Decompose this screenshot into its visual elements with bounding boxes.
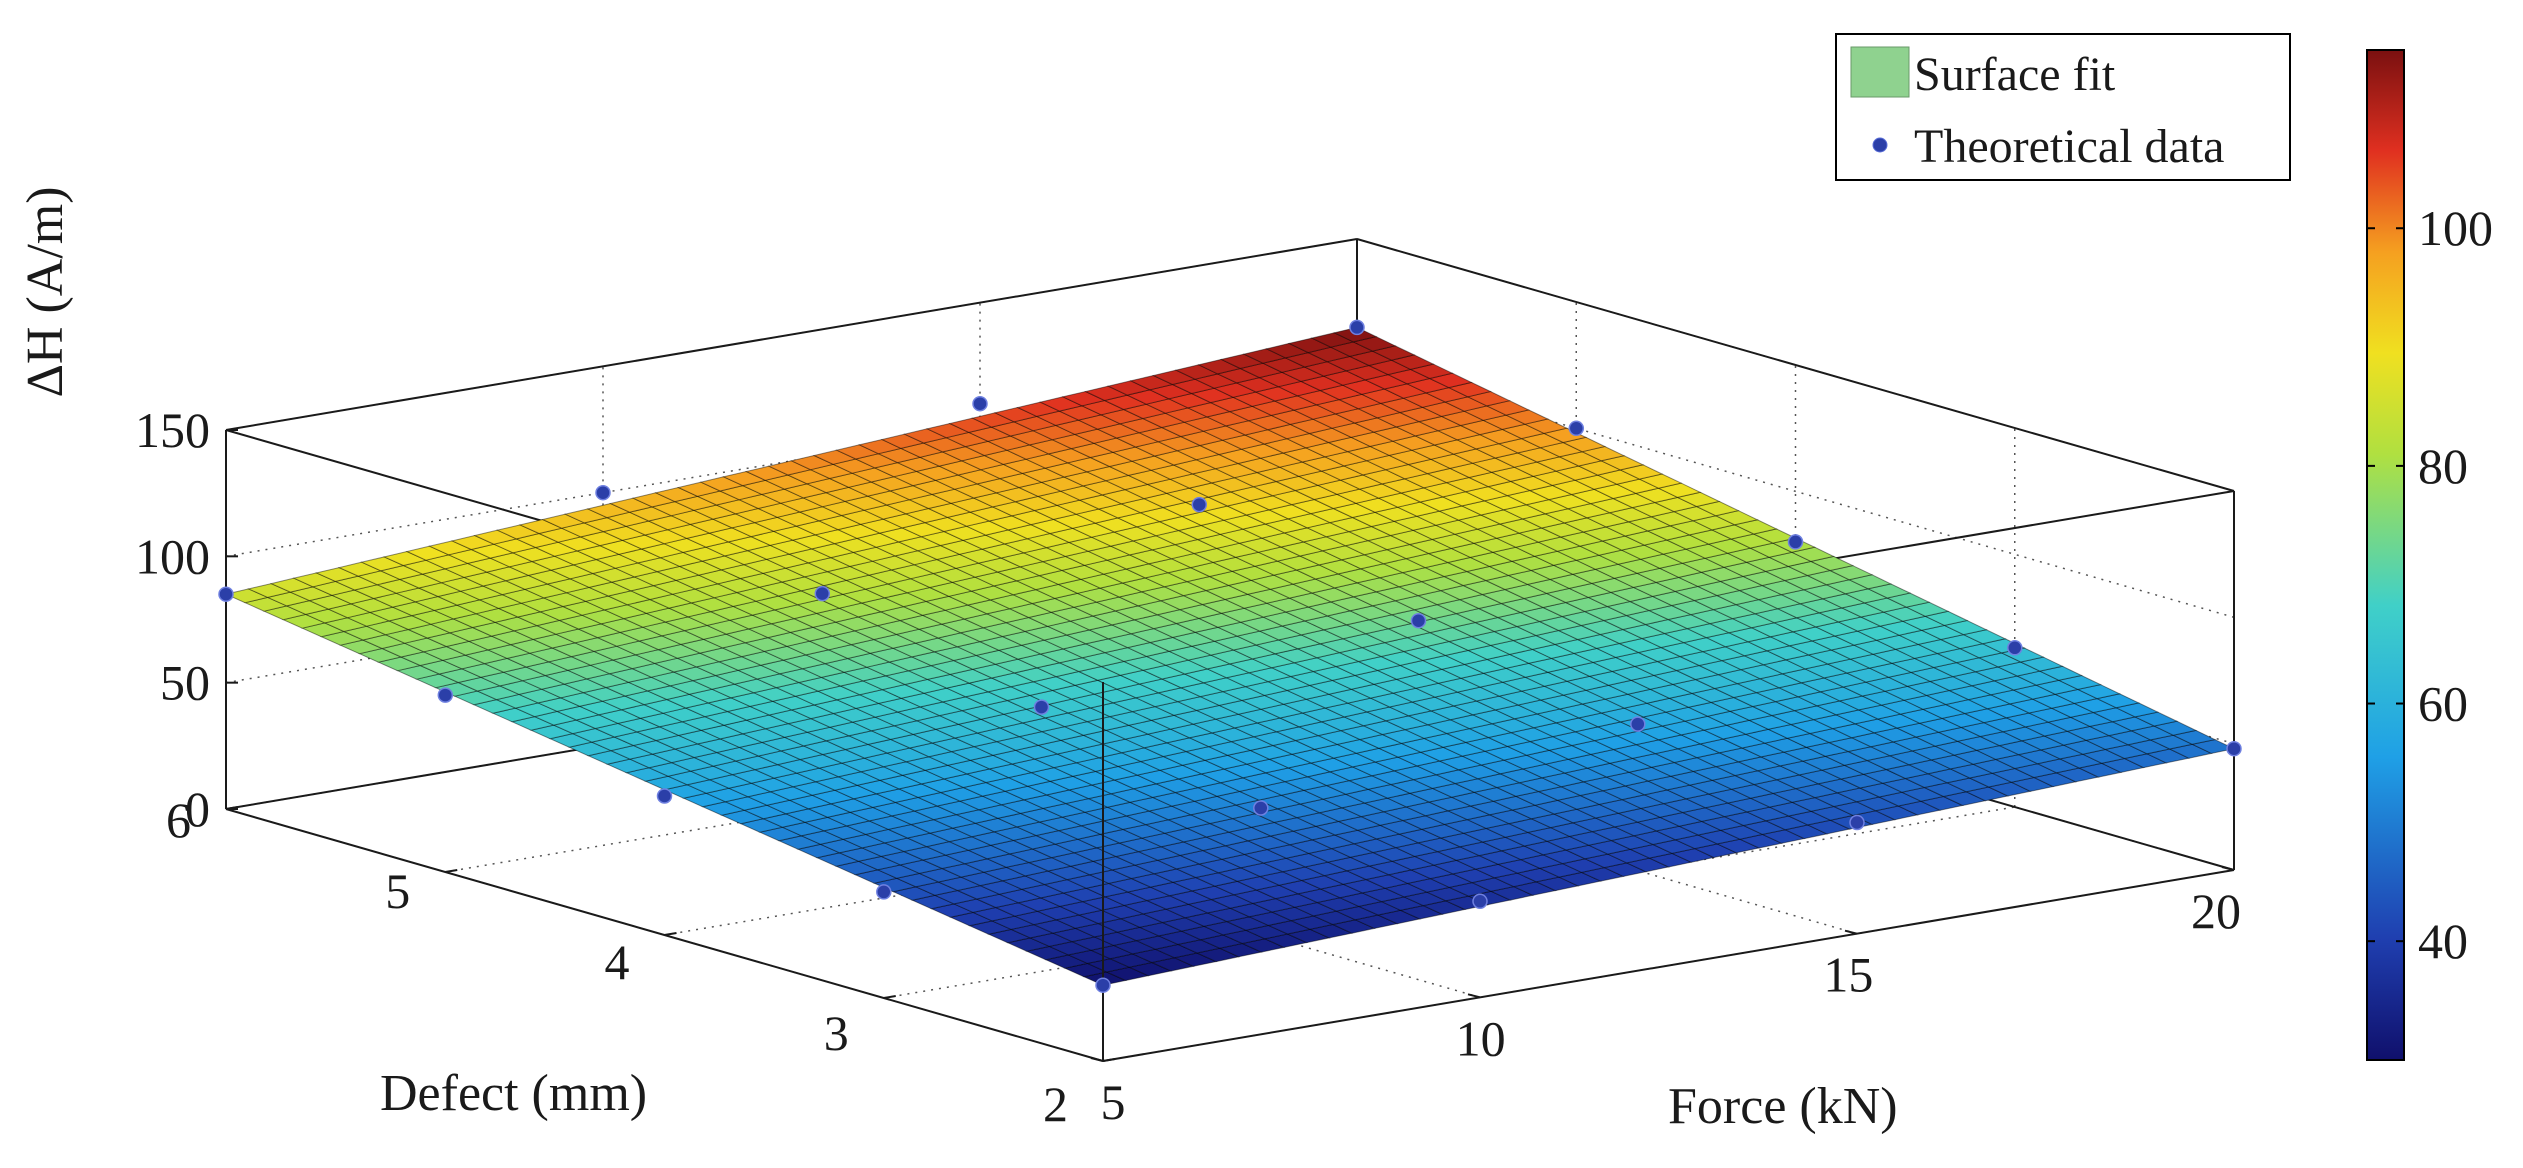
data-point [1253,800,1269,816]
data-point [814,585,831,602]
data-point [1849,814,1865,831]
x-tick-mark [2221,866,2235,871]
colorbar [2366,49,2405,1061]
y-tick-mark [883,995,896,999]
data-point [1472,893,1488,910]
z-axis-label: ΔH (A/m) [17,186,74,397]
y-tick-label: 2 [1043,1076,1068,1132]
x-tick-label: 15 [1823,947,1873,1003]
y-tick-label: 3 [824,1005,849,1061]
y-tick-mark [445,869,458,873]
legend-swatch-surface-fit [1850,46,1910,98]
data-point [1191,496,1208,513]
axis-box-edge [1356,238,2235,492]
y-tick-mark [1102,1058,1116,1062]
colorbar-tick-label: 40 [2418,913,2468,969]
data-point [656,788,673,804]
legend: Surface fit Theoretical data [1835,33,2291,181]
data-point [218,586,234,602]
axis-box-edge [1102,869,2235,1062]
data-point [595,484,611,501]
x-tick-mark [1467,993,1481,999]
y-tick-label: 4 [605,934,630,990]
theoretical-data-points [218,319,2242,993]
y-tick-label: 6 [166,792,191,848]
colorbar-gradient [2366,49,2405,1061]
data-point [1630,716,1646,732]
legend-label-theoretical-data: Theoretical data [1914,120,2224,173]
x-tick-mark [1090,1057,1104,1062]
legend-box [1835,33,2291,181]
axis-box-edge [225,238,1358,431]
y-tick-mark [664,932,677,936]
data-point [972,395,988,412]
data-point [1787,534,1804,550]
data-point [1568,420,1585,437]
z-tick-label: 0 [185,781,210,837]
y-axis-label: Defect (mm) [380,1065,647,1122]
z-tick-label: 150 [135,402,210,458]
x-tick-label: 5 [1101,1074,1126,1130]
x-tick-mark [1844,929,1858,935]
x-tick-label: 10 [1456,1010,1506,1066]
colorbar-tick-label: 100 [2418,200,2493,256]
colorbar-tick-label: 60 [2418,676,2468,732]
x-tick-label: 20 [2191,883,2241,939]
data-point [437,687,454,703]
data-point [2007,640,2023,656]
data-point [1033,699,1050,715]
data-point [876,884,892,900]
z-tick-label: 50 [160,655,210,711]
data-point [2226,740,2242,757]
legend-label-surface-fit: Surface fit [1914,48,2116,101]
legend-marker-theoretical-data [1872,137,1888,153]
data-point [1095,977,1111,993]
data-point [1349,319,1365,336]
colorbar-tick-label: 80 [2418,438,2468,494]
data-point [1410,612,1427,629]
x-axis-label: Force (kN) [1668,1078,1898,1135]
y-tick-label: 5 [385,863,410,919]
z-tick-label: 100 [135,528,210,584]
surface-fit [224,326,2236,986]
